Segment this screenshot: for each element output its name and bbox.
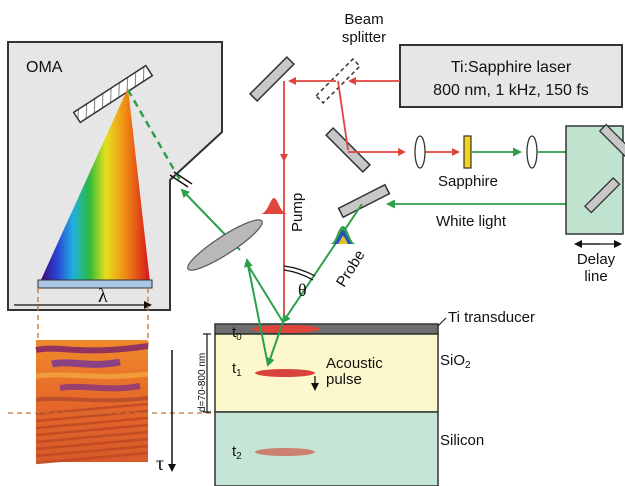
collimating-lens [526,135,538,169]
thickness-label: d=70-800 nm [197,353,208,412]
delay-mirror-bottom [583,176,621,214]
beam-splitter-label-line1: Beam [344,11,383,28]
acoustic-pulse-label-line1: Acoustic [326,355,383,372]
diffraction-grating [72,64,154,124]
acoustic-pulse-label-line2: pulse [326,371,362,388]
t0-label: t0 [232,324,242,343]
pump-pulse-shape [260,198,288,214]
ti-sapphire-laser-box [399,44,623,108]
oma-spectrometer [7,41,223,311]
sapphire-label: Sapphire [438,173,498,190]
laser-label-line2: 800 nm, 1 kHz, 150 fs [433,82,589,99]
theta-label: θ [298,280,307,300]
sio2-label: SiO2 [440,352,471,371]
oma-label: OMA [26,59,63,76]
strain-pulse-t1 [255,369,315,377]
t1-label: t1 [232,360,242,379]
delay-line-label-line2: line [584,268,607,285]
t2-label: t2 [232,443,242,462]
entrance-slit [169,174,189,188]
probe-label: Probe [333,247,369,290]
pump-label: Pump [289,193,306,232]
focusing-lens [414,135,426,169]
detector-array [37,279,153,289]
probe-into-oma-dashed [126,89,182,181]
ti-transducer-label: Ti transducer [448,309,535,326]
strain-pulse-t2 [255,448,315,456]
sapphire-crystal [463,135,472,169]
angle-arc [283,265,316,277]
probe-beam-path [180,147,583,367]
laser-label-line1: Ti:Sapphire laser [451,59,572,76]
delay-line-label-line1: Delay [577,251,616,268]
sio2-layer [214,333,439,413]
pump-mirror-top [249,56,295,102]
pump-beam-path [280,77,460,322]
measurement-map [35,340,149,465]
ti-layer [214,323,439,335]
white-light-label: White light [436,213,507,230]
delay-mirror-top [598,123,625,161]
lambda-label: λ [98,285,108,307]
silicon-layer [214,411,439,486]
dispersed-spectrum-fan [40,88,150,282]
probe-steering-mirror [337,183,391,219]
sample-stack [214,323,439,486]
tau-label: τ [156,453,164,475]
silicon-label: Silicon [440,432,484,449]
collection-lens [187,219,263,271]
beam-splitter-label-line2: splitter [342,29,386,46]
strain-pulse-t0 [252,325,320,333]
